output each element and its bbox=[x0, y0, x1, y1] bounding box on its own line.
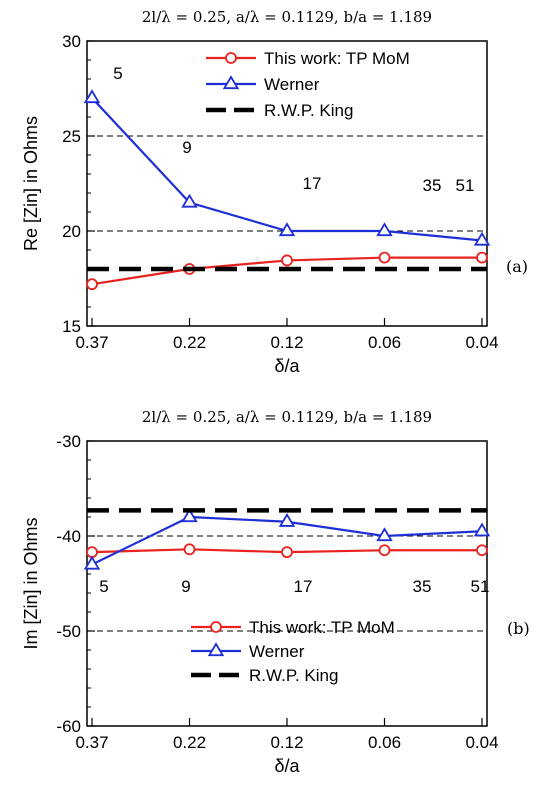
point-annotation: 17 bbox=[294, 577, 313, 596]
chart-title: 2l/λ = 0.25, a/λ = 0.1129, b/a = 1.189 bbox=[142, 408, 432, 426]
data-point-triangle bbox=[473, 231, 491, 246]
data-point-circle bbox=[281, 546, 293, 559]
x-tick-label: 0.37 bbox=[75, 733, 108, 752]
y-tick-label: -40 bbox=[56, 527, 81, 546]
x-tick-label: 0.12 bbox=[270, 333, 303, 352]
data-point-triangle bbox=[376, 222, 393, 237]
data-point-triangle bbox=[473, 522, 491, 537]
point-annotation: 35 bbox=[413, 577, 432, 596]
y-tick-label: -50 bbox=[56, 622, 81, 641]
panel-label: (a) bbox=[506, 257, 528, 276]
data-point-circle bbox=[378, 544, 391, 557]
legend: This work: TP MoM Werner R.W.P. King bbox=[206, 49, 410, 120]
y-tick-label: -60 bbox=[56, 717, 81, 736]
data-point-circle bbox=[183, 543, 196, 556]
x-tick-label: 0.37 bbox=[75, 333, 108, 352]
y-tick-label: 25 bbox=[62, 127, 81, 146]
chart-title: 2l/λ = 0.25, a/λ = 0.1129, b/a = 1.189 bbox=[142, 8, 432, 26]
legend-label: R.W.P. King bbox=[264, 101, 353, 120]
legend-label: Werner bbox=[249, 642, 305, 661]
point-annotation: 51 bbox=[456, 176, 475, 195]
point-annotation: 9 bbox=[181, 577, 190, 596]
data-point-triangle bbox=[181, 508, 198, 523]
data-point-circle bbox=[281, 254, 293, 267]
point-annotation: 35 bbox=[423, 176, 442, 195]
data-point-triangle bbox=[278, 222, 296, 237]
data-point-circle bbox=[86, 546, 98, 559]
data-point-triangle bbox=[83, 89, 101, 104]
legend-marker-circle bbox=[210, 621, 222, 633]
data-point-circle bbox=[476, 251, 488, 264]
legend-label: R.W.P. King bbox=[249, 666, 338, 685]
legend-marker-triangle bbox=[222, 75, 240, 90]
point-annotation: 51 bbox=[471, 577, 490, 596]
x-tick-label: 0.12 bbox=[270, 733, 303, 752]
panel-label: (b) bbox=[507, 619, 530, 638]
data-point-triangle bbox=[376, 527, 393, 542]
legend-label: This work: TP MoM bbox=[249, 618, 395, 637]
x-axis-label: δ/a bbox=[274, 756, 300, 776]
x-axis-label: δ/a bbox=[274, 356, 300, 376]
x-tick-label: 0.22 bbox=[173, 733, 206, 752]
y-tick-label: 30 bbox=[62, 32, 81, 51]
y-axis-label: Im [Zin] in Ohms bbox=[21, 517, 41, 649]
x-tick-label: 0.22 bbox=[173, 333, 206, 352]
data-point-triangle bbox=[181, 193, 198, 208]
y-tick-label: 15 bbox=[62, 317, 81, 336]
y-axis-label: Re [Zin] in Ohms bbox=[21, 116, 41, 251]
data-point-circle bbox=[86, 278, 98, 291]
y-tick-label: 20 bbox=[62, 222, 81, 241]
point-annotation: 17 bbox=[303, 174, 322, 193]
legend-marker-triangle bbox=[207, 642, 225, 657]
x-tick-label: 0.06 bbox=[368, 333, 401, 352]
legend-label: This work: TP MoM bbox=[264, 49, 410, 68]
point-annotation: 5 bbox=[113, 64, 122, 83]
x-tick-label: 0.06 bbox=[368, 733, 401, 752]
x-tick-label: 0.04 bbox=[465, 733, 498, 752]
point-annotation: 5 bbox=[99, 577, 108, 596]
point-annotation: 9 bbox=[182, 138, 191, 157]
chart-panel-b: 2l/λ = 0.25, a/λ = 0.1129, b/a = 1.189 -6… bbox=[21, 408, 530, 776]
legend: This work: TP MoM Werner R.W.P. King bbox=[191, 618, 395, 685]
y-tick-label: -30 bbox=[56, 432, 81, 451]
data-point-triangle bbox=[83, 555, 101, 570]
legend-marker-circle bbox=[225, 52, 237, 64]
chart-panel-a: 2l/λ = 0.25, a/λ = 0.1129, b/a = 1.189 15… bbox=[21, 8, 528, 376]
data-point-triangle bbox=[278, 512, 296, 527]
legend-label: Werner bbox=[264, 75, 320, 94]
x-tick-label: 0.04 bbox=[465, 333, 498, 352]
data-point-circle bbox=[378, 251, 391, 264]
data-point-circle bbox=[476, 544, 488, 557]
